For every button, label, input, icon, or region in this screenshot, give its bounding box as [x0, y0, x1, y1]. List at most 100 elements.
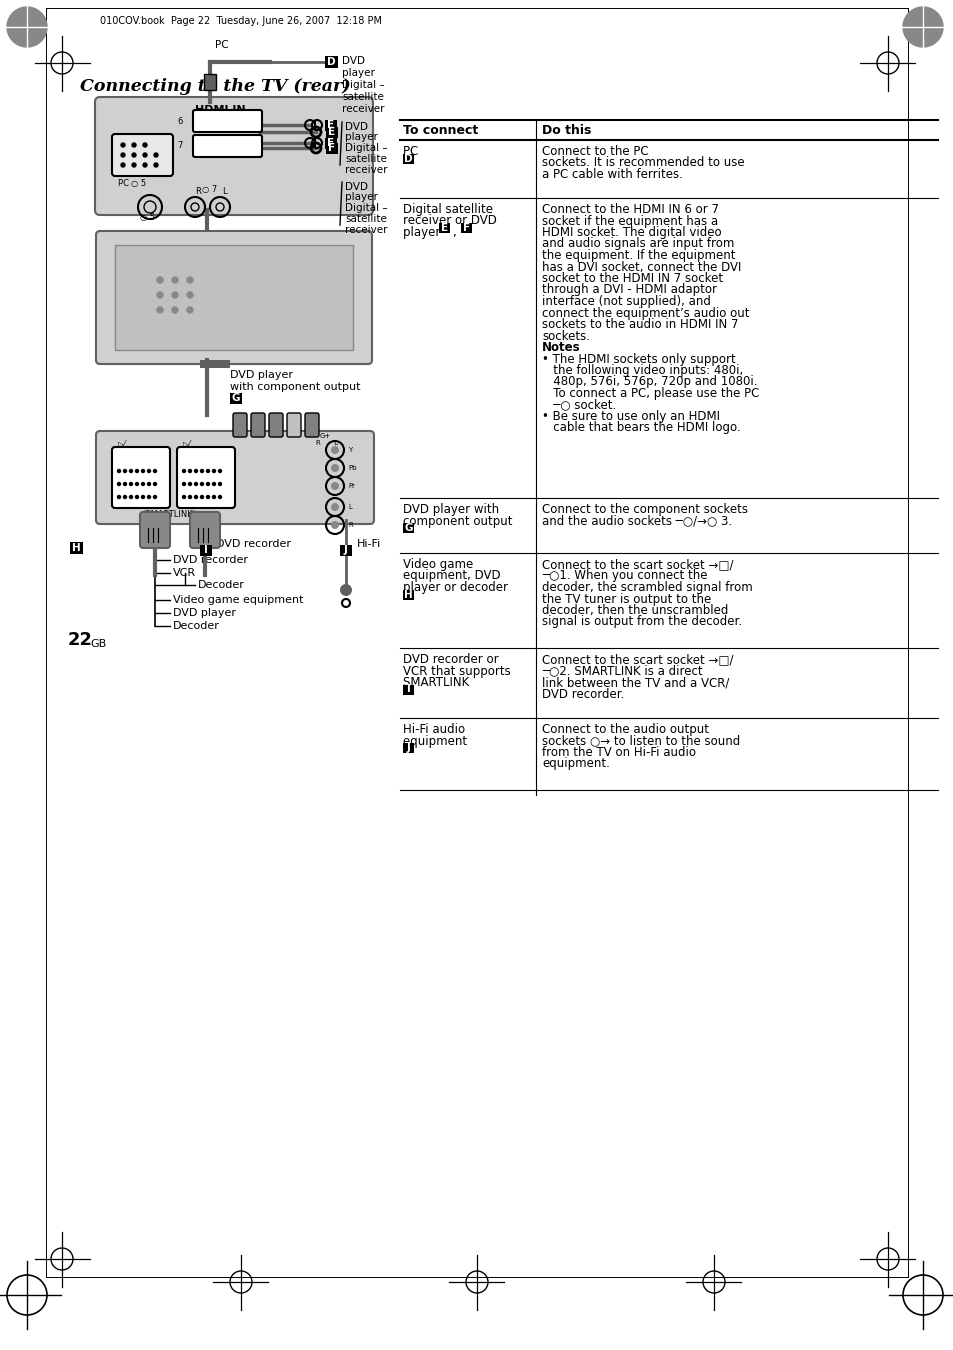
Text: Do this: Do this [541, 124, 591, 136]
Text: To connect: To connect [402, 124, 477, 136]
Text: Connect to the PC: Connect to the PC [541, 144, 652, 158]
Text: player: player [345, 192, 377, 202]
FancyBboxPatch shape [140, 512, 170, 548]
Text: receiver: receiver [345, 225, 387, 235]
Text: VCR: VCR [172, 568, 196, 578]
FancyBboxPatch shape [177, 447, 234, 508]
Circle shape [331, 521, 338, 529]
Circle shape [187, 292, 193, 298]
Circle shape [200, 495, 203, 498]
Circle shape [213, 482, 215, 486]
Text: PC: PC [118, 180, 132, 188]
Text: D: D [404, 154, 413, 163]
Text: player: player [402, 225, 444, 239]
Text: Decoder: Decoder [198, 580, 245, 590]
Text: interface (not supplied), and: interface (not supplied), and [541, 296, 710, 308]
Text: HDMI IN: HDMI IN [194, 105, 245, 115]
Bar [402, 154, 414, 163]
Text: decoder, the scrambled signal from: decoder, the scrambled signal from [541, 580, 752, 594]
Circle shape [206, 470, 210, 472]
Circle shape [187, 277, 193, 284]
Circle shape [206, 482, 210, 486]
Text: Video game equipment: Video game equipment [172, 595, 303, 605]
Text: link between the TV and a VCR/: link between the TV and a VCR/ [541, 676, 729, 688]
Circle shape [141, 495, 144, 498]
Text: a PC cable with ferrites.: a PC cable with ferrites. [541, 167, 682, 181]
Text: receiver or DVD: receiver or DVD [402, 215, 497, 228]
FancyBboxPatch shape [112, 134, 172, 176]
Text: equipment.: equipment. [541, 757, 609, 771]
Text: sockets to the audio in HDMI IN 7: sockets to the audio in HDMI IN 7 [541, 319, 738, 331]
Circle shape [132, 163, 136, 167]
Bar [200, 360, 230, 369]
Text: DVD player: DVD player [172, 608, 235, 618]
Text: connect the equipment’s audio out: connect the equipment’s audio out [541, 306, 749, 320]
Text: G: G [404, 522, 413, 533]
Text: G+: G+ [319, 433, 331, 439]
Circle shape [157, 292, 163, 298]
Circle shape [189, 495, 192, 498]
Text: satellite: satellite [345, 154, 387, 163]
Text: Connect to the audio output: Connect to the audio output [541, 724, 708, 736]
FancyBboxPatch shape [96, 431, 374, 524]
Circle shape [172, 306, 178, 313]
Bar [402, 590, 414, 599]
Text: with component output: with component output [230, 382, 360, 391]
Polygon shape [902, 7, 942, 47]
Circle shape [148, 470, 151, 472]
Circle shape [331, 446, 338, 454]
Circle shape [157, 306, 163, 313]
Text: player or decoder: player or decoder [402, 580, 507, 594]
Text: F: F [327, 138, 335, 148]
Text: DVD recorder: DVD recorder [172, 555, 248, 566]
Circle shape [172, 277, 178, 284]
FancyBboxPatch shape [305, 413, 318, 437]
Text: 010COV.book  Page 22  Tuesday, June 26, 2007  12:18 PM: 010COV.book Page 22 Tuesday, June 26, 20… [100, 16, 381, 26]
Circle shape [153, 495, 156, 498]
Text: HDMI socket. The digital video: HDMI socket. The digital video [541, 225, 720, 239]
Text: ─○2. SMARTLINK is a direct: ─○2. SMARTLINK is a direct [541, 664, 702, 678]
Circle shape [213, 470, 215, 472]
Circle shape [153, 153, 158, 157]
Text: Digital –: Digital – [341, 80, 384, 90]
Circle shape [187, 306, 193, 313]
Bar [339, 544, 352, 555]
Circle shape [157, 277, 163, 284]
Text: VCR that supports: VCR that supports [402, 664, 510, 678]
Bar [70, 541, 83, 554]
Text: ○ 5: ○ 5 [131, 180, 146, 188]
Text: and audio signals are input from: and audio signals are input from [541, 238, 734, 251]
Text: Pr: Pr [348, 483, 355, 489]
Text: satellite: satellite [341, 92, 383, 103]
Text: PC: PC [402, 144, 421, 158]
Circle shape [123, 495, 127, 498]
Bar [402, 684, 414, 694]
Text: Hi-Fi: Hi-Fi [356, 539, 381, 549]
Text: 22: 22 [68, 630, 92, 649]
Circle shape [123, 470, 127, 472]
Circle shape [130, 470, 132, 472]
Circle shape [135, 495, 138, 498]
Circle shape [153, 470, 156, 472]
Text: To connect a PC, please use the PC: To connect a PC, please use the PC [541, 387, 759, 400]
Text: DVD: DVD [345, 122, 368, 132]
Circle shape [172, 292, 178, 298]
Text: signal is output from the decoder.: signal is output from the decoder. [541, 616, 741, 629]
Text: player: player [341, 68, 375, 78]
Text: DVD player: DVD player [230, 370, 293, 379]
Circle shape [135, 470, 138, 472]
Text: has a DVI socket, connect the DVI: has a DVI socket, connect the DVI [541, 261, 740, 274]
Circle shape [132, 153, 136, 157]
Circle shape [141, 482, 144, 486]
Text: equipment: equipment [402, 734, 471, 748]
Text: R: R [194, 188, 201, 196]
Text: ,: , [453, 225, 460, 239]
Circle shape [117, 495, 120, 498]
Circle shape [189, 470, 192, 472]
Text: the following video inputs: 480i,: the following video inputs: 480i, [541, 364, 742, 377]
FancyBboxPatch shape [96, 231, 372, 364]
Text: sockets. It is recommended to use: sockets. It is recommended to use [541, 157, 744, 170]
Circle shape [200, 470, 203, 472]
Text: satellite: satellite [345, 215, 387, 224]
Circle shape [194, 482, 197, 486]
